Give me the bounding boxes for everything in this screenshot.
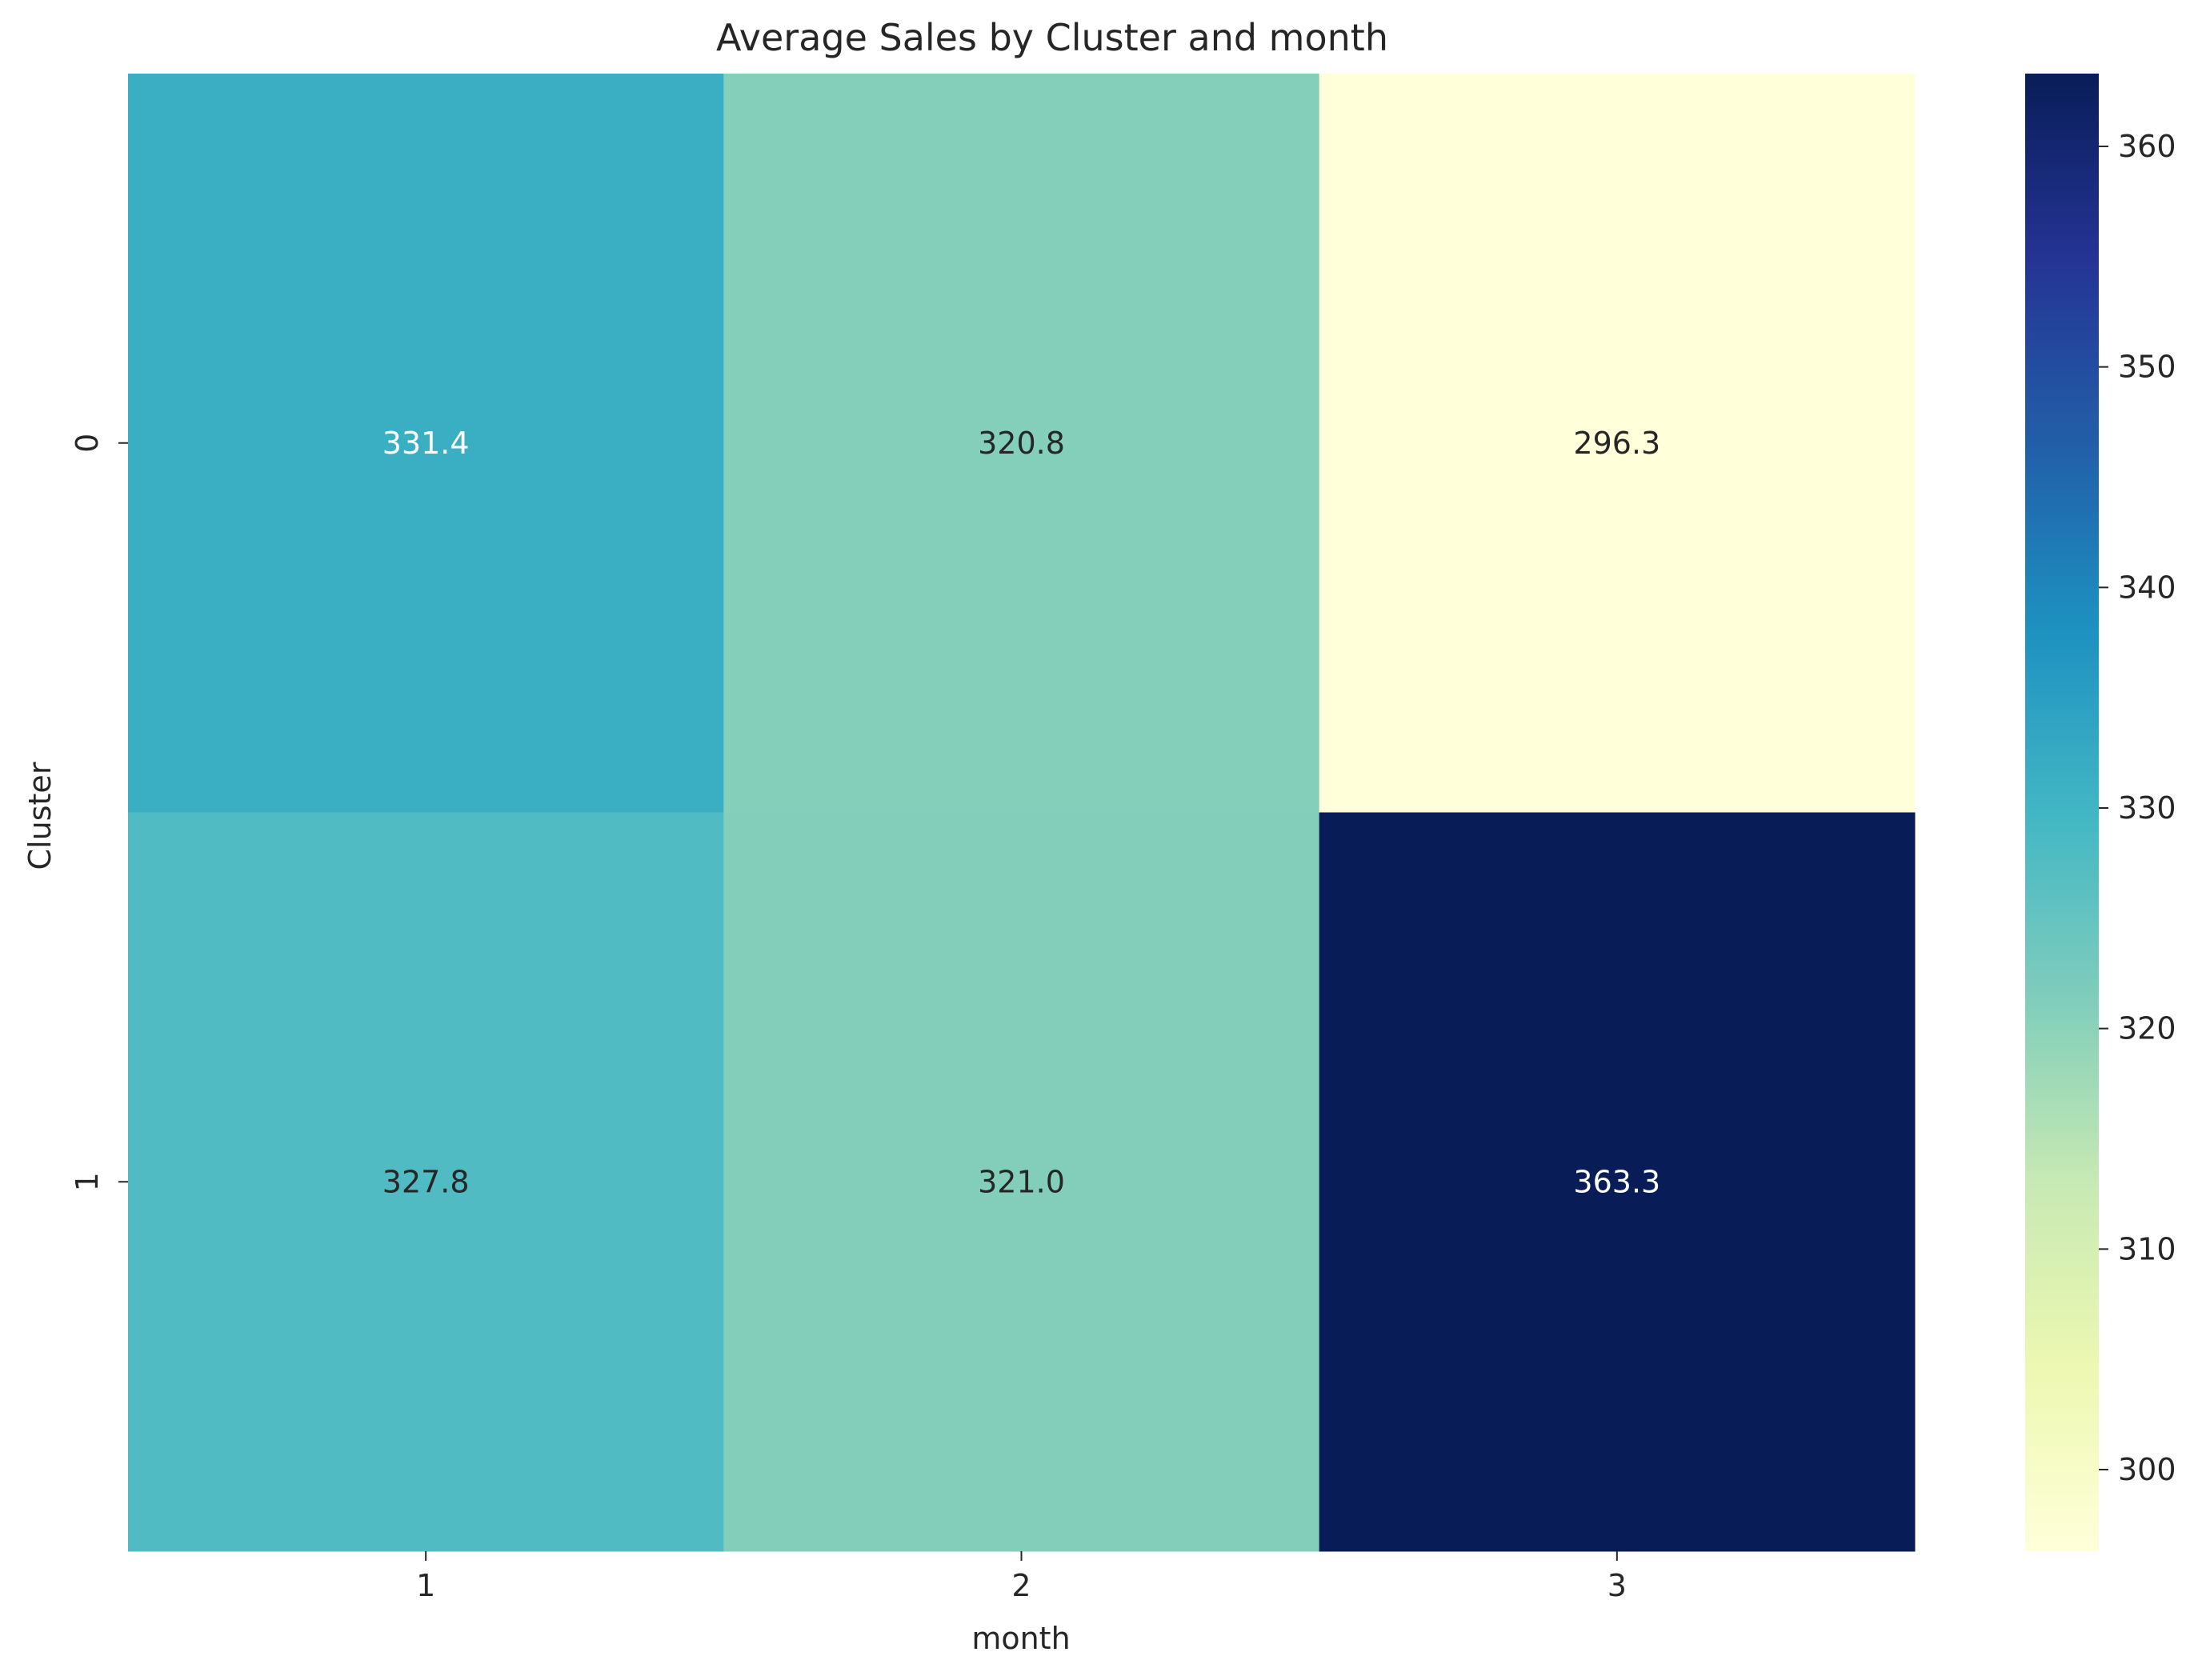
y-axis-label: Cluster bbox=[22, 762, 58, 870]
cell-value-label: 331.4 bbox=[382, 426, 470, 461]
colorbar-tick-label: 330 bbox=[2118, 790, 2176, 826]
x-axis-label: month bbox=[971, 1621, 1070, 1656]
cell-value-label: 320.8 bbox=[978, 426, 1065, 461]
heatmap-cell-labels: 331.4 320.8 296.3 327.8 321.0 363.3 bbox=[382, 426, 1660, 1200]
colorbar-tick-label: 340 bbox=[2118, 570, 2176, 605]
heatmap-cell bbox=[723, 74, 1320, 813]
heatmap-cell bbox=[1319, 812, 1916, 1552]
x-tick-label: 3 bbox=[1607, 1568, 1627, 1603]
colorbar-tick-label: 320 bbox=[2118, 1011, 2176, 1046]
x-tick-label: 1 bbox=[416, 1568, 435, 1603]
colorbar-tick-label: 360 bbox=[2118, 129, 2176, 164]
colorbar bbox=[2025, 74, 2099, 1551]
heatmap-cell bbox=[128, 812, 724, 1552]
heatmap-cells bbox=[128, 74, 1916, 1552]
y-tick-label: 1 bbox=[70, 1172, 105, 1191]
heatmap-cell bbox=[1319, 74, 1916, 813]
colorbar-tick-label: 310 bbox=[2118, 1231, 2176, 1266]
heatmap-cell bbox=[128, 74, 724, 813]
y-axis-ticks: 01 bbox=[70, 434, 128, 1191]
cell-value-label: 321.0 bbox=[978, 1164, 1065, 1199]
cell-value-label: 363.3 bbox=[1573, 1164, 1660, 1199]
colorbar-ticks: 300 310 320 330 340 350 360 bbox=[2099, 129, 2176, 1487]
cell-value-label: 296.3 bbox=[1573, 426, 1660, 461]
chart-title: Average Sales by Cluster and month bbox=[716, 16, 1388, 59]
colorbar-tick-label: 300 bbox=[2118, 1452, 2176, 1487]
cell-value-label: 327.8 bbox=[382, 1164, 470, 1199]
x-axis-ticks: 1 2 3 bbox=[416, 1551, 1627, 1603]
colorbar-tick-label: 350 bbox=[2118, 350, 2176, 385]
heatmap-cell bbox=[723, 812, 1320, 1552]
y-tick-label: 0 bbox=[70, 434, 105, 453]
x-tick-label: 2 bbox=[1011, 1568, 1031, 1603]
